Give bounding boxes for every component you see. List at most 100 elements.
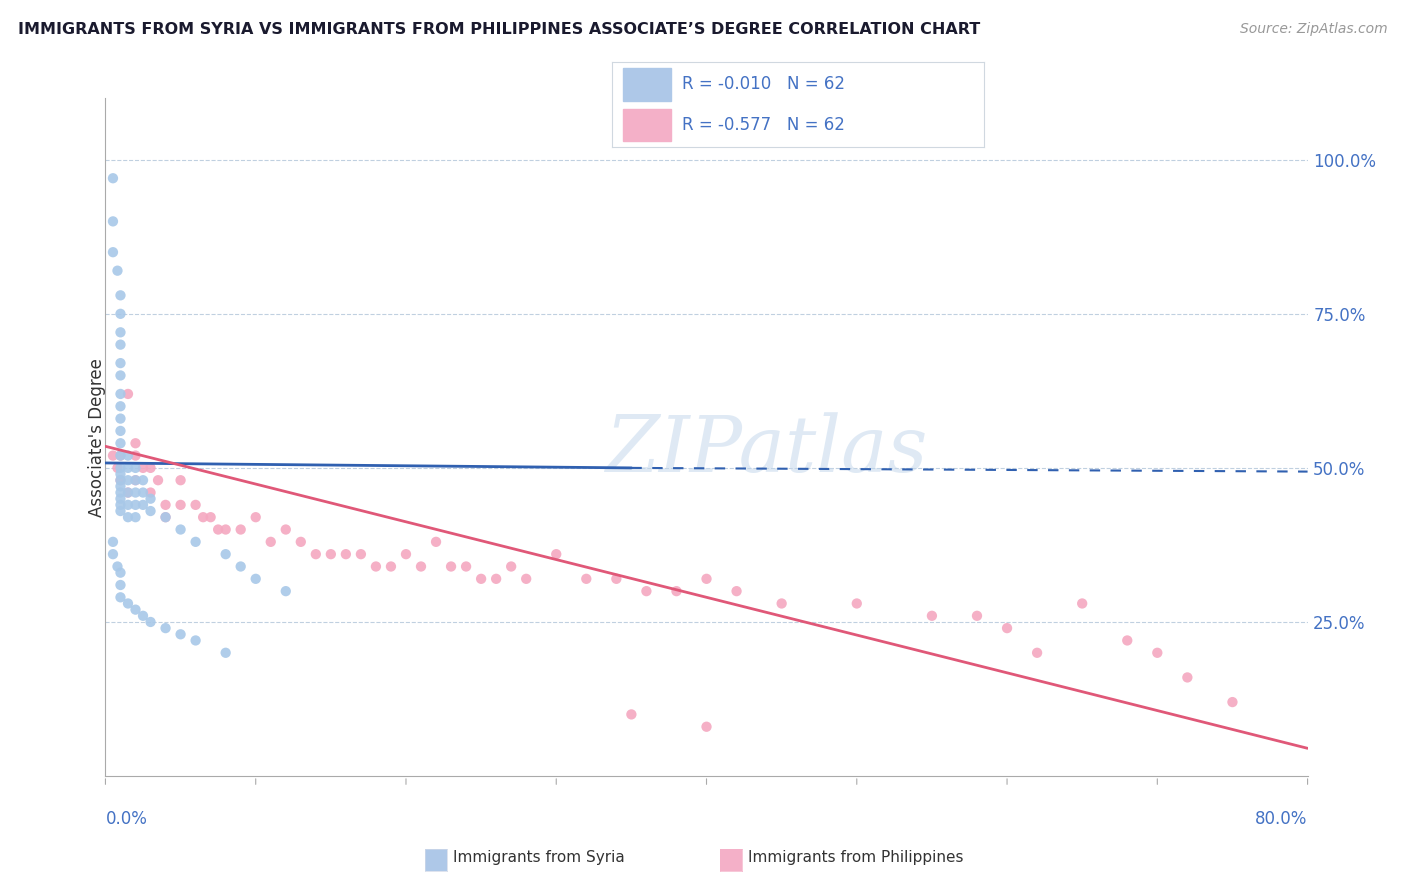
Point — [132, 473, 155, 487]
Point — [110, 473, 132, 487]
Point — [380, 559, 402, 574]
Point — [117, 597, 139, 611]
Point — [101, 534, 124, 549]
Point — [110, 449, 132, 463]
Point — [139, 461, 162, 475]
Point — [124, 510, 146, 524]
Point — [350, 547, 373, 561]
Point — [395, 547, 418, 561]
Point — [1071, 597, 1094, 611]
Point — [515, 572, 537, 586]
Point — [1146, 646, 1168, 660]
Point — [110, 473, 132, 487]
Point — [454, 559, 477, 574]
Point — [110, 307, 132, 321]
Point — [409, 559, 432, 574]
Point — [110, 591, 132, 605]
Point — [501, 559, 523, 574]
Point — [155, 510, 177, 524]
Point — [139, 504, 162, 518]
Point — [546, 547, 568, 561]
Point — [110, 449, 132, 463]
Point — [110, 491, 132, 506]
Point — [124, 436, 146, 450]
Point — [110, 424, 132, 438]
Point — [725, 584, 748, 599]
Point — [110, 288, 132, 302]
Point — [696, 720, 718, 734]
Point — [169, 523, 191, 537]
Point — [636, 584, 658, 599]
Point — [665, 584, 688, 599]
Point — [117, 485, 139, 500]
Point — [155, 498, 177, 512]
Point — [1116, 633, 1139, 648]
Point — [132, 461, 155, 475]
Point — [107, 263, 129, 277]
Point — [117, 387, 139, 401]
Point — [124, 473, 146, 487]
Point — [470, 572, 492, 586]
Point — [124, 449, 146, 463]
Point — [274, 584, 297, 599]
Point — [117, 461, 139, 475]
Point — [169, 498, 191, 512]
Point — [110, 498, 132, 512]
Text: IMMIGRANTS FROM SYRIA VS IMMIGRANTS FROM PHILIPPINES ASSOCIATE’S DEGREE CORRELAT: IMMIGRANTS FROM SYRIA VS IMMIGRANTS FROM… — [18, 22, 980, 37]
Point — [101, 245, 124, 260]
Point — [966, 608, 988, 623]
Point — [845, 597, 868, 611]
Text: Immigrants from Philippines: Immigrants from Philippines — [748, 850, 963, 865]
Point — [139, 491, 162, 506]
Point — [696, 572, 718, 586]
Point — [214, 646, 236, 660]
Text: Immigrants from Syria: Immigrants from Syria — [453, 850, 624, 865]
Text: R = -0.010   N = 62: R = -0.010 N = 62 — [682, 76, 845, 94]
Point — [245, 510, 267, 524]
Text: ZIPatlas: ZIPatlas — [606, 412, 928, 489]
Point — [290, 534, 312, 549]
Point — [169, 473, 191, 487]
Point — [184, 534, 207, 549]
Point — [425, 534, 447, 549]
Point — [245, 572, 267, 586]
Point — [605, 572, 627, 586]
Text: 0.0%: 0.0% — [105, 810, 148, 828]
Point — [184, 498, 207, 512]
Point — [155, 621, 177, 635]
Point — [124, 602, 146, 616]
Point — [117, 449, 139, 463]
Point — [110, 387, 132, 401]
Point — [124, 485, 146, 500]
Point — [770, 597, 793, 611]
Point — [110, 337, 132, 351]
Point — [110, 461, 132, 475]
Point — [110, 436, 132, 450]
Point — [110, 504, 132, 518]
Point — [169, 627, 191, 641]
Y-axis label: Associate's Degree: Associate's Degree — [89, 358, 105, 516]
Point — [110, 326, 132, 340]
Text: R = -0.577   N = 62: R = -0.577 N = 62 — [682, 116, 845, 134]
Point — [214, 523, 236, 537]
Point — [110, 566, 132, 580]
Point — [146, 473, 169, 487]
Point — [107, 461, 129, 475]
Point — [117, 498, 139, 512]
Point — [995, 621, 1018, 635]
FancyBboxPatch shape — [623, 69, 671, 101]
Text: Source: ZipAtlas.com: Source: ZipAtlas.com — [1240, 22, 1388, 37]
Point — [274, 523, 297, 537]
Point — [117, 473, 139, 487]
Point — [214, 547, 236, 561]
Point — [101, 214, 124, 228]
Point — [139, 485, 162, 500]
Point — [207, 523, 229, 537]
Point — [117, 510, 139, 524]
Point — [124, 498, 146, 512]
Point — [1222, 695, 1244, 709]
Point — [319, 547, 342, 561]
Point — [139, 615, 162, 629]
Point — [124, 473, 146, 487]
Point — [305, 547, 328, 561]
